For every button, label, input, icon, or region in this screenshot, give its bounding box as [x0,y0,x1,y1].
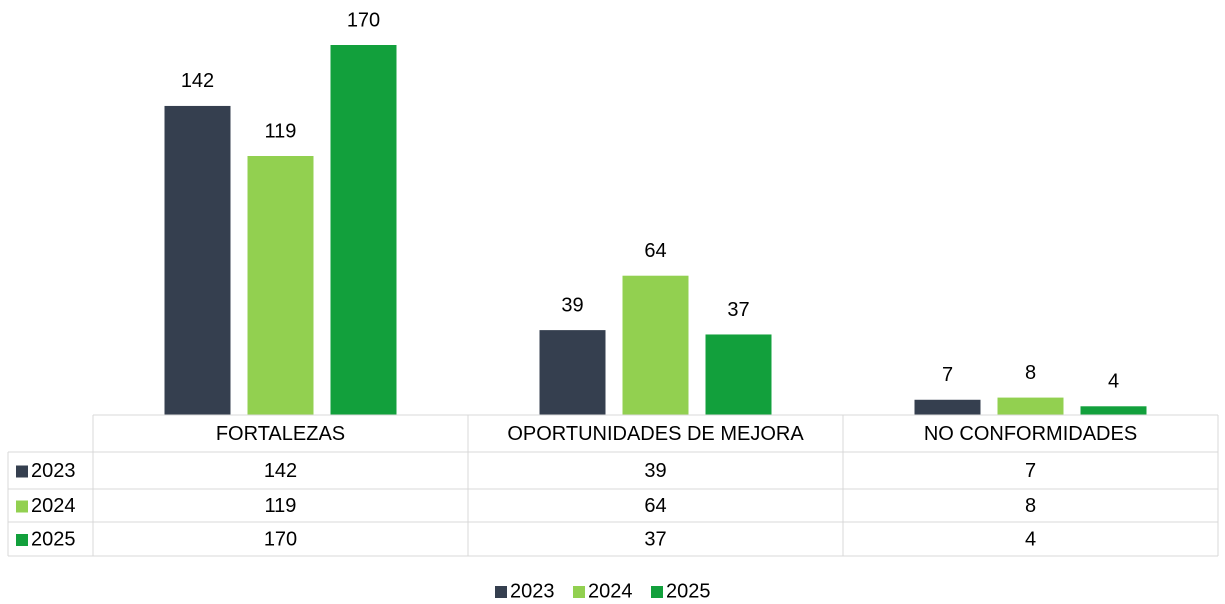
table-cell: 170 [264,528,297,550]
bar [164,105,231,416]
table-cell: 8 [1025,495,1036,517]
table-cell: 7 [1025,460,1036,482]
legend-label: 2024 [588,580,633,602]
data-label: 8 [1025,362,1036,384]
bar [705,334,772,415]
bar [330,45,397,415]
legend-label: 2023 [510,580,555,602]
legend-key [495,586,507,598]
data-label: 7 [942,364,953,386]
data-label: 4 [1108,371,1119,393]
bar [997,397,1064,415]
bar [1080,406,1147,415]
table-cell: 119 [265,495,297,517]
legend-key [573,586,585,598]
table-row-label: 2024 [31,495,76,517]
legend-label: 2025 [666,580,711,602]
table-row-label: 2023 [31,460,76,482]
table-cell: 4 [1025,528,1036,550]
bar [247,156,314,415]
table-cell: 64 [644,495,666,517]
data-label: 37 [727,299,749,321]
bar [622,275,689,415]
table-legend-key [16,465,28,478]
table-cell: 142 [264,460,297,482]
data-label: 64 [644,240,666,262]
data-label: 39 [561,294,583,316]
data-label: 170 [347,9,380,31]
table-row-label: 2025 [31,528,76,550]
table-cell: 37 [644,528,666,550]
data-label: 142 [181,70,214,92]
table-header: NO CONFORMIDADES [924,423,1137,445]
table-legend-key [16,534,28,546]
table-header: FORTALEZAS [216,423,345,445]
data-label: 119 [265,120,297,142]
bar [539,330,606,415]
table-cell: 39 [644,460,666,482]
bar [914,399,981,415]
table-header: OPORTUNIDADES DE MEJORA [507,423,804,445]
legend-key [651,586,663,598]
table-legend-key [16,500,28,513]
